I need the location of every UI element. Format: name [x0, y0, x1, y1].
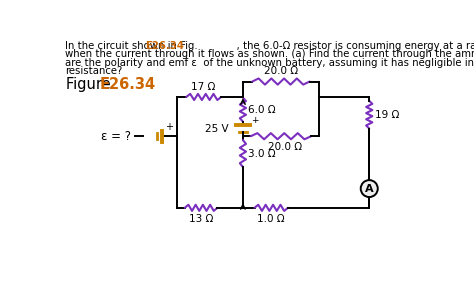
Text: E26.34: E26.34 [100, 77, 155, 92]
Text: Figure: Figure [66, 77, 116, 92]
Text: 20.0 Ω: 20.0 Ω [268, 142, 302, 152]
Text: +: + [251, 116, 258, 125]
Text: 6.0 Ω: 6.0 Ω [248, 105, 276, 115]
Text: 25 V: 25 V [205, 123, 229, 134]
Text: resistance?: resistance? [64, 66, 122, 76]
Text: 20.0 Ω: 20.0 Ω [264, 66, 298, 76]
Text: 17 Ω: 17 Ω [191, 82, 216, 92]
Circle shape [361, 180, 378, 197]
Text: 19 Ω: 19 Ω [374, 110, 399, 120]
Text: A: A [365, 184, 374, 194]
Text: E26.34: E26.34 [145, 41, 184, 51]
Text: are the polarity and emf ε  of the unknown battery, assuming it has negligible i: are the polarity and emf ε of the unknow… [64, 58, 474, 68]
Text: 3.0 Ω: 3.0 Ω [248, 149, 276, 159]
Text: 13 Ω: 13 Ω [189, 214, 213, 224]
Text: +: + [164, 123, 173, 132]
Text: when the current through it flows as shown. (a) Find the current through the amm: when the current through it flows as sho… [64, 49, 474, 59]
Text: 1.0 Ω: 1.0 Ω [257, 214, 285, 224]
Text: ε = ?: ε = ? [100, 130, 130, 143]
Text: In the circuit shown in Fig.            , the 6.0-Ω resistor is consuming energy: In the circuit shown in Fig. , the 6.0-Ω… [64, 41, 474, 51]
